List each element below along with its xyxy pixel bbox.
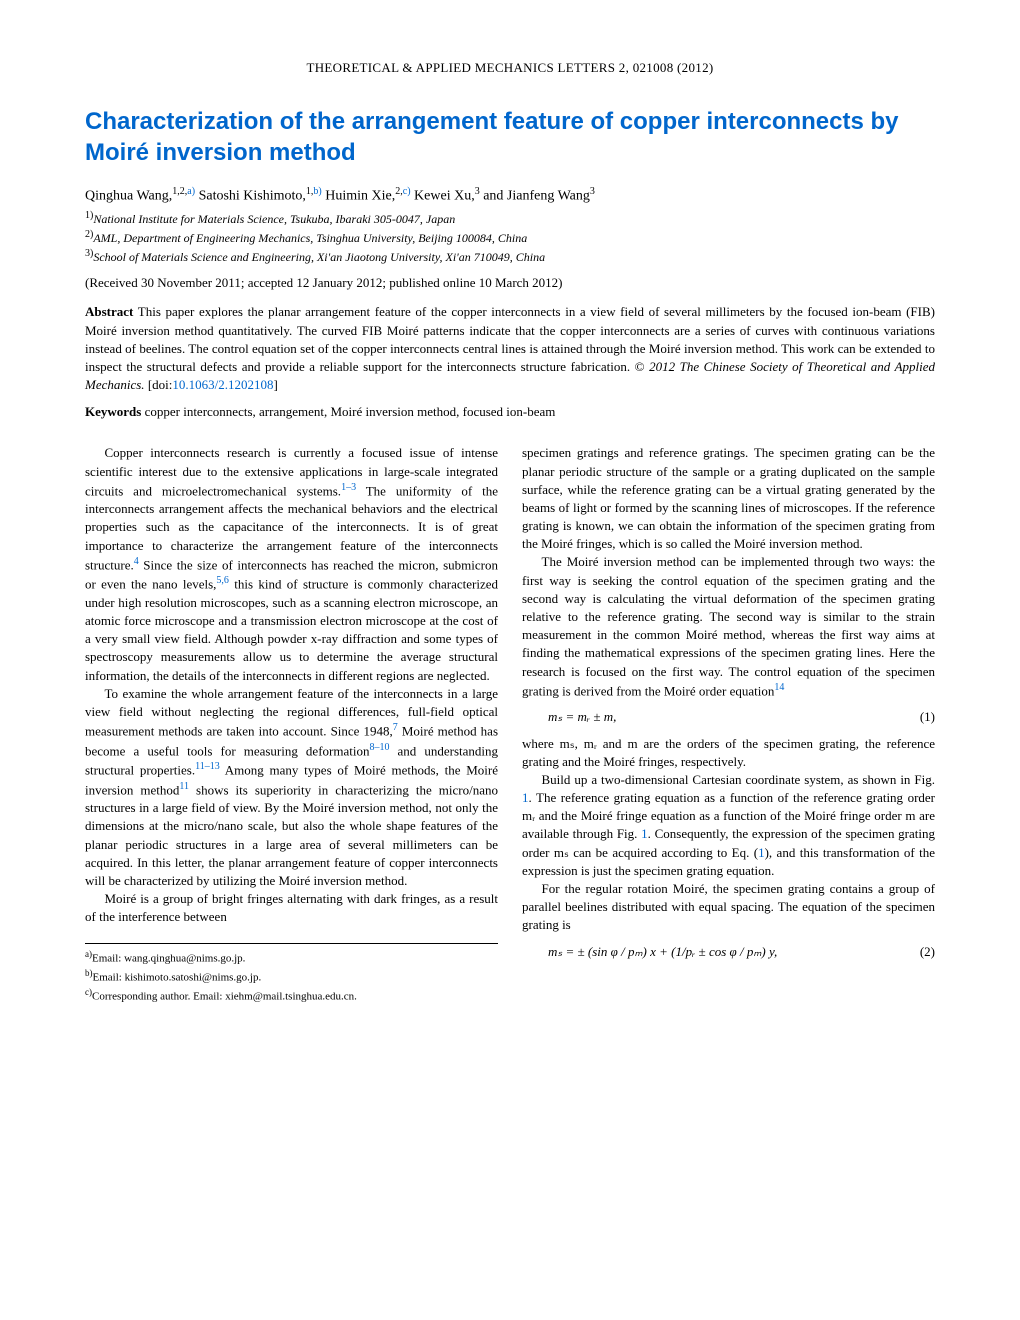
author-3: Huimin Xie, — [325, 189, 395, 204]
footnotes: a)Email: wang.qinghua@nims.go.jp. b)Emai… — [85, 943, 498, 1005]
eq1-number: (1) — [920, 708, 935, 726]
para-1: Copper interconnects research is current… — [85, 444, 498, 684]
para-r2: The Moiré inversion method can be implem… — [522, 553, 935, 700]
doi-label: [doi: — [145, 377, 173, 392]
author-3-sup: 2, — [395, 186, 403, 197]
abstract-label: Abstract — [85, 304, 133, 319]
author-1-sup-link[interactable]: a) — [187, 186, 195, 197]
keywords-label: Keywords — [85, 404, 141, 419]
abstract: Abstract This paper explores the planar … — [85, 303, 935, 394]
fn-c-sup: c) — [85, 987, 92, 997]
keywords: Keywords copper interconnects, arrangeme… — [85, 404, 935, 420]
footnote-b: b)Email: kishimoto.satoshi@nims.go.jp. — [85, 967, 498, 986]
affiliations: 1)National Institute for Materials Scien… — [85, 209, 935, 265]
eq1-body: mₛ = mᵣ ± m, — [548, 708, 616, 726]
p2a-r: The Moiré inversion method can be implem… — [522, 554, 935, 698]
affiliation-3: 3)School of Materials Science and Engine… — [85, 247, 935, 266]
affiliation-1: 1)National Institute for Materials Scien… — [85, 209, 935, 228]
para-r1: specimen gratings and reference gratings… — [522, 444, 935, 553]
author-4-sup: 3 — [475, 186, 480, 197]
p4a: Build up a two-dimensional Cartesian coo… — [542, 772, 936, 787]
journal-header: THEORETICAL & APPLIED MECHANICS LETTERS … — [85, 60, 935, 76]
doi-close: ] — [274, 377, 278, 392]
fn-b-text: Email: kishimoto.satoshi@nims.go.jp. — [93, 971, 262, 983]
aff-2-text: AML, Department of Engineering Mechanics… — [93, 231, 527, 245]
cite-1[interactable]: 1–3 — [341, 482, 356, 493]
aff-3-text: School of Materials Science and Engineer… — [93, 250, 545, 264]
cite-7[interactable]: 11 — [179, 781, 189, 792]
author-2-sup-link[interactable]: b) — [313, 186, 321, 197]
p1d: this kind of structure is commonly chara… — [85, 577, 498, 683]
keywords-text: copper interconnects, arrangement, Moiré… — [141, 404, 555, 419]
eq2-number: (2) — [920, 943, 935, 961]
aff-1-text: National Institute for Materials Science… — [93, 212, 455, 226]
fn-a-sup: a) — [85, 949, 92, 959]
fn-c-text: Corresponding author. Email: xiehm@mail.… — [92, 990, 357, 1002]
author-1-sup: 1,2, — [172, 186, 187, 197]
footnote-c: c)Corresponding author. Email: xiehm@mai… — [85, 986, 498, 1005]
right-column: specimen gratings and reference gratings… — [522, 444, 935, 1004]
para-2: To examine the whole arrangement feature… — [85, 685, 498, 890]
affiliation-2: 2)AML, Department of Engineering Mechani… — [85, 228, 935, 247]
cite-3[interactable]: 5,6 — [216, 575, 229, 586]
fn-b-sup: b) — [85, 968, 93, 978]
body-columns: Copper interconnects research is current… — [85, 444, 935, 1004]
author-1: Qinghua Wang, — [85, 189, 172, 204]
received-line: (Received 30 November 2011; accepted 12 … — [85, 275, 935, 291]
footnote-a: a)Email: wang.qinghua@nims.go.jp. — [85, 948, 498, 967]
eq2-body: mₛ = ± (sin φ / pₘ) x + (1/pᵣ ± cos φ / … — [548, 943, 777, 961]
equation-2: mₛ = ± (sin φ / pₘ) x + (1/pᵣ ± cos φ / … — [548, 943, 935, 961]
author-5-sup: 3 — [590, 186, 595, 197]
cite-6[interactable]: 11–13 — [195, 761, 220, 772]
para-3: Moiré is a group of bright fringes alter… — [85, 890, 498, 926]
authors-line: Qinghua Wang,1,2,a) Satoshi Kishimoto,1,… — [85, 186, 935, 205]
equation-1: mₛ = mᵣ ± m, (1) — [548, 708, 935, 726]
left-column: Copper interconnects research is current… — [85, 444, 498, 1004]
para-r5: For the regular rotation Moiré, the spec… — [522, 880, 935, 935]
author-4: Kewei Xu, — [414, 189, 475, 204]
p2e: shows its superiority in characterizing … — [85, 782, 498, 888]
para-r4: Build up a two-dimensional Cartesian coo… — [522, 771, 935, 880]
paper-title: Characterization of the arrangement feat… — [85, 106, 935, 168]
para-r3: where mₛ, mᵣ and m are the orders of the… — [522, 735, 935, 771]
author-2: Satoshi Kishimoto, — [199, 189, 306, 204]
fn-a-text: Email: wang.qinghua@nims.go.jp. — [92, 952, 245, 964]
cite-5[interactable]: 8–10 — [369, 742, 389, 753]
cite-8[interactable]: 14 — [774, 682, 784, 693]
author-5: and Jianfeng Wang — [483, 189, 590, 204]
author-3-sup-link[interactable]: c) — [403, 186, 411, 197]
doi-link[interactable]: 10.1063/2.1202108 — [172, 377, 273, 392]
